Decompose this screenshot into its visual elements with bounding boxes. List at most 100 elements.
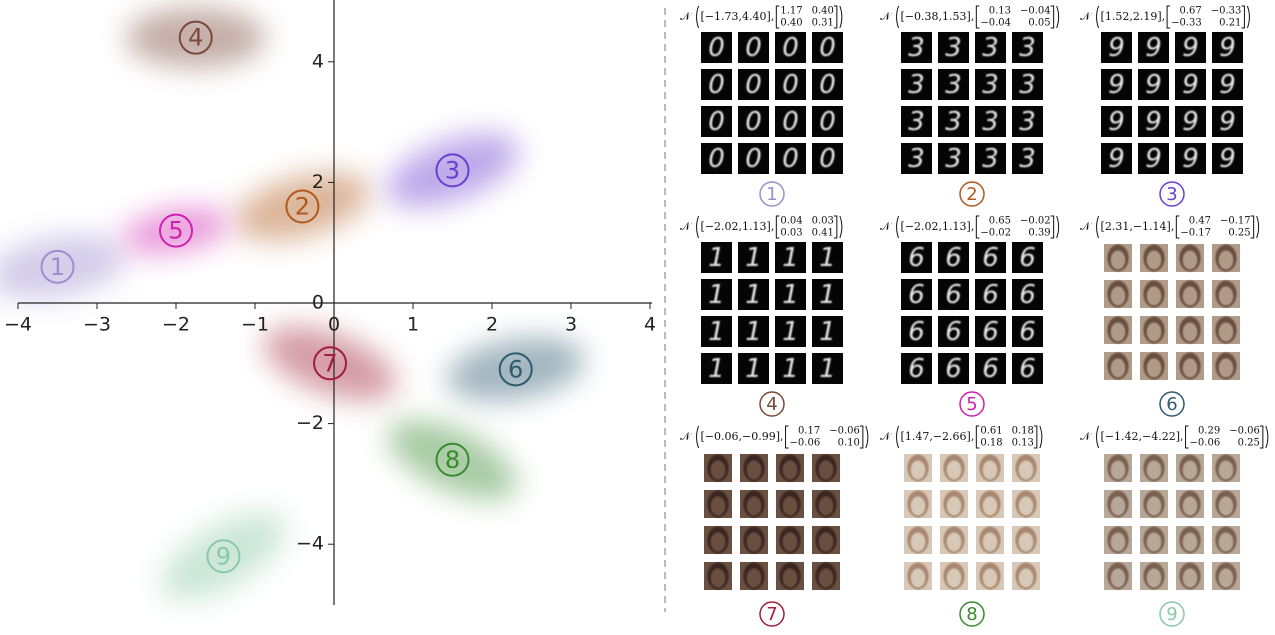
sample-tile xyxy=(938,32,969,63)
sample-tile xyxy=(1175,143,1206,174)
cov-entry: 0.18 xyxy=(980,438,1002,449)
cluster-marker xyxy=(498,352,533,387)
sample-digit: 3 xyxy=(1019,33,1036,63)
face xyxy=(946,532,962,552)
face xyxy=(1218,568,1234,588)
sample-tile xyxy=(975,143,1006,174)
cluster-label: 7 xyxy=(322,349,337,377)
sample-tile xyxy=(1212,32,1243,63)
bracket xyxy=(1033,425,1038,449)
face xyxy=(818,568,834,588)
sample-digit: 1 xyxy=(819,354,836,384)
cov-entry: −0.33 xyxy=(1211,6,1242,17)
cov-entry: 0.10 xyxy=(838,438,860,449)
paren xyxy=(865,425,869,449)
sample-digit: 1 xyxy=(708,317,725,347)
sample-digit: 0 xyxy=(819,70,836,100)
panel-label: 7 xyxy=(766,604,777,625)
sample-digit: 3 xyxy=(945,107,962,137)
face xyxy=(1182,286,1198,306)
panel-marker xyxy=(959,601,985,627)
bracket xyxy=(1050,215,1055,239)
sample-digit: 0 xyxy=(745,107,762,137)
bracket xyxy=(1050,5,1055,29)
sample-digit: 0 xyxy=(708,70,725,100)
face xyxy=(782,568,798,588)
sample-digit: 0 xyxy=(745,144,762,174)
face xyxy=(782,532,798,552)
panel-label: 2 xyxy=(966,184,977,205)
face xyxy=(946,460,962,480)
face xyxy=(1110,496,1126,516)
bracket xyxy=(775,5,780,29)
sample-tile xyxy=(812,32,843,63)
face xyxy=(746,460,762,480)
y-tick-label: −4 xyxy=(296,533,324,555)
bracket xyxy=(1175,215,1180,239)
face xyxy=(1182,250,1198,270)
sample-tile xyxy=(812,242,843,273)
distribution-symbol: 𝒩 xyxy=(1080,10,1092,23)
sample-tile xyxy=(1212,106,1243,137)
sample-tile xyxy=(1212,69,1243,100)
panel: 𝒩 [−0.06,−0.99], 0.17 −0.06−0.06 0.107 xyxy=(680,425,869,627)
sample-digit: 9 xyxy=(1108,33,1125,63)
sample-digit: 6 xyxy=(1019,317,1036,347)
face xyxy=(1218,460,1234,480)
bracket xyxy=(775,215,780,239)
face xyxy=(746,568,762,588)
distribution-symbol: 𝒩 xyxy=(680,220,692,233)
cluster-marker xyxy=(40,249,75,284)
sample-tile xyxy=(738,143,769,174)
sample-tile xyxy=(1138,143,1169,174)
cloud xyxy=(234,172,371,241)
face xyxy=(1110,568,1126,588)
sample-digit: 9 xyxy=(1145,144,1162,174)
bracket xyxy=(1250,215,1255,239)
cov-entry: −0.06 xyxy=(829,426,860,437)
mean: [−2.02,1.13], xyxy=(901,220,975,233)
cluster-label: 9 xyxy=(216,542,231,570)
cov-entry: −0.04 xyxy=(980,18,1011,29)
cluster-marker xyxy=(206,539,241,574)
cov-entry: 0.05 xyxy=(1028,18,1050,29)
cov-entry: 0.03 xyxy=(780,228,802,239)
sample-digit: 9 xyxy=(1182,33,1199,63)
sample-digit: 0 xyxy=(745,70,762,100)
sample-tile xyxy=(1175,69,1206,100)
panel-marker xyxy=(959,181,985,207)
panel-marker xyxy=(759,181,785,207)
panel-marker xyxy=(759,601,785,627)
sample-tile xyxy=(1138,69,1169,100)
sample-tile xyxy=(975,279,1006,310)
cluster-label: 2 xyxy=(295,193,310,221)
bracket xyxy=(1166,5,1171,29)
sample-tile xyxy=(812,143,843,174)
sample-tile xyxy=(701,143,732,174)
face xyxy=(910,460,926,480)
face xyxy=(982,532,998,552)
sample-digit: 9 xyxy=(1219,70,1236,100)
paren xyxy=(1096,215,1100,239)
sample-digit: 9 xyxy=(1182,107,1199,137)
sample-digit: 1 xyxy=(745,243,762,273)
distribution-symbol: 𝒩 xyxy=(880,10,892,23)
cov-entry: 0.61 xyxy=(980,426,1002,437)
sample-digit: 9 xyxy=(1108,70,1125,100)
face xyxy=(982,568,998,588)
sample-digit: 0 xyxy=(819,144,836,174)
panel: 𝒩 [−0.38,1.53], 0.13 −0.04−0.04 0.053 3 3 33 3 3 3… xyxy=(880,5,1060,207)
face xyxy=(1146,460,1162,480)
cov-entry: 0.39 xyxy=(1028,228,1050,239)
face xyxy=(1146,568,1162,588)
x-tick-label: 1 xyxy=(407,314,419,336)
sample-tile xyxy=(738,279,769,310)
sample-digit: 1 xyxy=(782,280,799,310)
cov-entry: 0.47 xyxy=(1189,216,1211,227)
sample-digit: 0 xyxy=(782,70,799,100)
sample-digit: 9 xyxy=(1108,144,1125,174)
sample-tile xyxy=(975,242,1006,273)
mean: [−2.02,1.13], xyxy=(701,220,775,233)
face xyxy=(818,460,834,480)
cov-entry: 0.18 xyxy=(1012,426,1034,437)
